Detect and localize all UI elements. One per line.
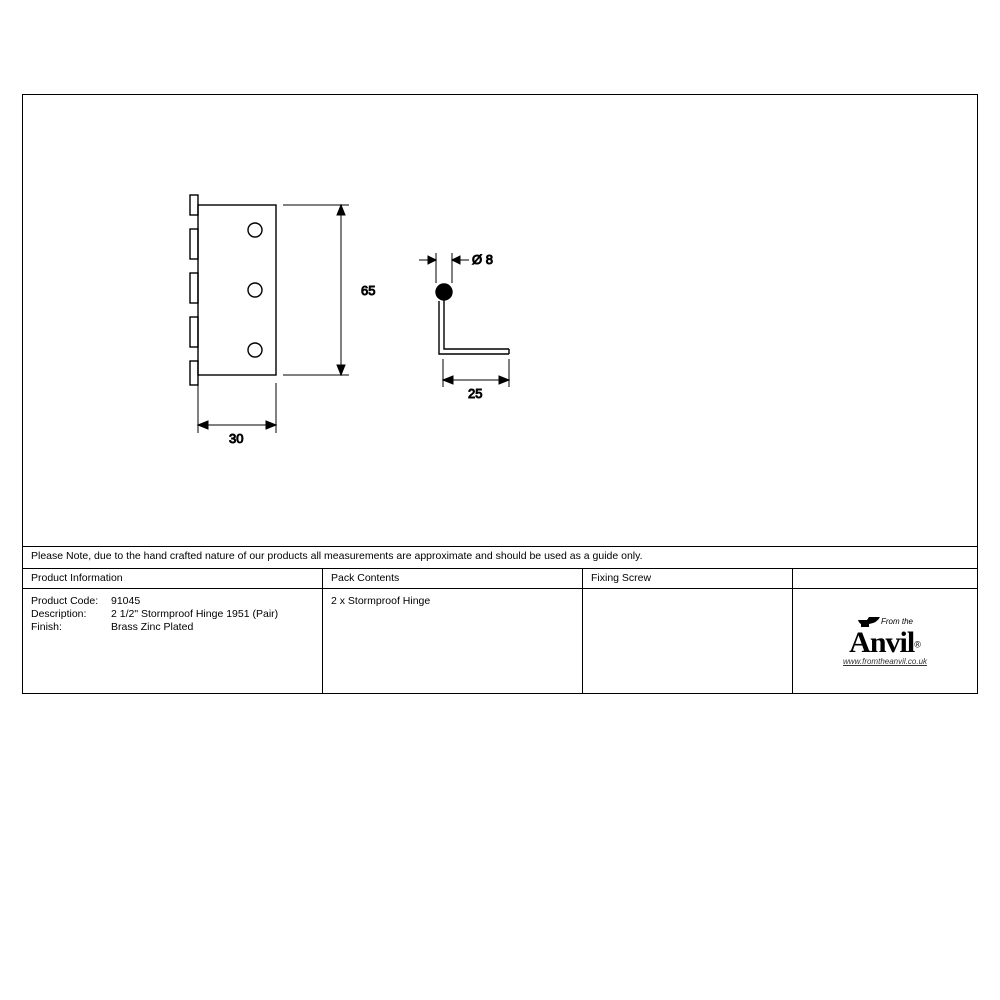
header-product-info: Product Information: [23, 569, 323, 588]
logo-prefix: From the: [881, 617, 913, 626]
table-header-row: Product Information Pack Contents Fixing…: [23, 569, 977, 589]
fixing-screw-cell: [583, 589, 793, 693]
drawing-sheet: 65 30 25: [22, 94, 978, 694]
pack-contents-line: 2 x Stormproof Hinge: [331, 595, 574, 607]
dim-pin-dia: Ø 8: [472, 252, 493, 267]
dimensions: [283, 205, 349, 375]
label-finish: Finish:: [31, 621, 111, 633]
value-finish: Brass Zinc Plated: [111, 621, 193, 633]
dim-width: 30: [229, 431, 243, 446]
label-product-code: Product Code:: [31, 595, 111, 607]
table-body-row: Product Code: 91045 Description: 2 1/2" …: [23, 589, 977, 693]
logo-name: Anvil: [849, 626, 914, 659]
drawing-area: 65 30 25: [23, 95, 977, 547]
technical-drawing: 65 30 25: [23, 95, 979, 547]
header-fixing-screw: Fixing Screw: [583, 569, 793, 588]
value-product-code: 91045: [111, 595, 140, 607]
note-text: Please Note, due to the hand crafted nat…: [31, 550, 643, 562]
note-row: Please Note, due to the hand crafted nat…: [23, 547, 977, 569]
dim-side-width: 25: [468, 386, 482, 401]
label-description: Description:: [31, 608, 111, 620]
logo-cell: From the Anvil® www.fromtheanvil.co.uk: [793, 589, 977, 693]
value-description: 2 1/2" Stormproof Hinge 1951 (Pair): [111, 608, 278, 620]
dim-height: 65: [361, 283, 375, 298]
side-view: [436, 284, 509, 354]
front-view: [190, 195, 276, 385]
header-logo-cell: [793, 569, 977, 588]
pack-contents-cell: 2 x Stormproof Hinge: [323, 589, 583, 693]
logo-reg: ®: [914, 640, 921, 650]
product-info-cell: Product Code: 91045 Description: 2 1/2" …: [23, 589, 323, 693]
logo-url: www.fromtheanvil.co.uk: [843, 658, 927, 666]
header-pack-contents: Pack Contents: [323, 569, 583, 588]
brand-logo: From the Anvil® www.fromtheanvil.co.uk: [843, 616, 927, 666]
